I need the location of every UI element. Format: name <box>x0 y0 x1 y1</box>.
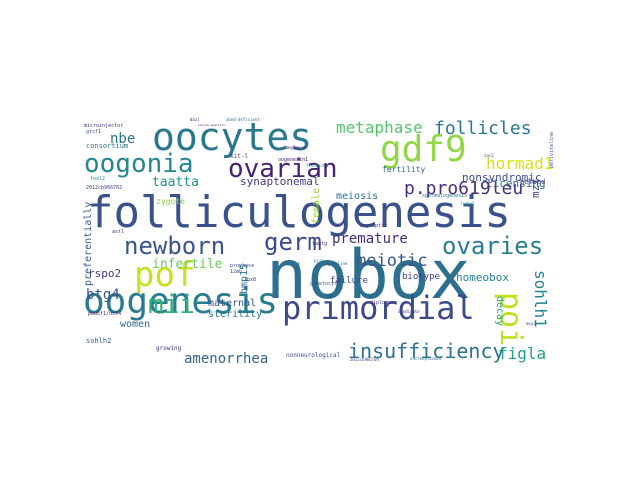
word-amenorrhea: amenorrhea <box>184 351 269 365</box>
word-sohlh2: sohlh2 <box>86 337 112 345</box>
word-premature: premature <box>332 231 408 247</box>
word-periviteline: periviteline <box>549 131 555 168</box>
word-2012cb966702: 2012cb966702 <box>86 185 123 191</box>
word-taatta: taatta <box>152 175 199 190</box>
word-sterility: sterility <box>208 309 263 320</box>
word-fertility: fertility <box>382 165 426 174</box>
word-oogenesis: oogenesis <box>83 281 279 322</box>
word-synaptonemal: synaptonemal <box>240 175 320 188</box>
word-germ: germ <box>264 228 322 256</box>
word-infertile: infertile <box>152 257 223 272</box>
word-nobox: nobox <box>266 236 471 315</box>
word-msy2: msy2 <box>526 321 536 326</box>
word-klf4: klf4 <box>314 259 324 264</box>
word-dazl: dazl <box>190 117 200 122</box>
word-women: women <box>120 319 151 330</box>
word-licensing: licensing <box>486 177 546 190</box>
word-ovaries: ovaries <box>442 232 544 260</box>
word-diplonema: diplonema <box>370 300 398 306</box>
word-germline: germline <box>328 261 348 266</box>
word-prophase: prophase <box>230 263 255 269</box>
word-nonsyndromic: nonsyndromic <box>462 171 542 184</box>
word-p.pro619leu: p.pro619leu <box>404 178 524 199</box>
word-12mb: 12mb <box>230 269 243 275</box>
word-decay: decay <box>494 296 505 327</box>
word-amylopod: amylopod <box>286 145 306 150</box>
word-primordial: primordial <box>282 289 475 327</box>
word-mii: mii <box>148 290 195 320</box>
word-astl: astl <box>112 229 125 235</box>
word-helped: helped <box>520 178 546 186</box>
word-lhx8: lhx8 <box>244 277 257 283</box>
word-growing: growing <box>156 345 182 352</box>
word-btg4: btg4 <box>86 287 120 303</box>
word-oocyte-specific: oocyte-specific <box>198 123 226 127</box>
word-gdf9: gdf9 <box>380 129 467 170</box>
word-oogonia: oogonia <box>84 149 194 179</box>
word-candidate: candidate <box>398 309 420 314</box>
word-female: female <box>311 187 322 224</box>
word-metaphase: metaphase <box>336 118 423 137</box>
word-fetub: fetub <box>288 261 301 266</box>
word-pou5f1-oct4: pou5f1/oct4 <box>88 311 122 317</box>
word-rspo2: rspo2 <box>88 267 122 280</box>
word-nbe: nbe <box>110 131 136 147</box>
word-zygote: zygote <box>156 197 185 206</box>
word-nonneurological: nonneurological <box>286 352 341 359</box>
word-asynaptic: asynaptic <box>360 223 388 229</box>
word-kit-l: kit-l <box>230 153 249 160</box>
word-consortium: consortium <box>86 142 129 150</box>
word-figla2: figla2 <box>460 201 475 206</box>
word-2012cb966704: 2012cb966704 <box>350 357 379 362</box>
word-tagtg: tagtg <box>312 241 328 247</box>
word-foxl2: foxl2 <box>90 176 106 182</box>
word-folliculogenesis: folliculogenesis <box>87 187 511 238</box>
word-gtsf1: gtsf1 <box>86 129 102 135</box>
word-microinjector: microinjector <box>84 123 124 129</box>
word-sohlh1: sohlh1 <box>531 270 550 328</box>
word-ovarian: ovarian <box>228 154 338 184</box>
word-feedback: feedback <box>306 163 326 168</box>
word-failure: failure <box>330 276 368 286</box>
word-newborn: newborn <box>124 232 226 260</box>
word-homeobox: homeobox <box>456 271 509 284</box>
word-meiosis: meiosis <box>336 191 379 202</box>
word-nucleoplasmin: nucleoplasmin <box>410 356 442 361</box>
word-abed-deficient: abed-deficient <box>226 117 260 122</box>
word-oogenesin1: oogenesin1 <box>278 157 309 163</box>
word-biotype: biotype <box>402 272 440 282</box>
word-zar2: zar2 <box>484 153 494 158</box>
word-oocytes: oocytes <box>152 116 313 159</box>
word-cloud: nobox folliculogenesis oocytes gdf9 ooge… <box>80 116 560 365</box>
word-gametocyte: gametocyte <box>310 281 341 287</box>
word-pof: pof <box>134 255 196 295</box>
word-hormad1: hormad1 <box>486 154 554 173</box>
word-figla: figla <box>498 344 547 363</box>
word-follicles: follicles <box>434 118 532 139</box>
word-maternal: maternal <box>208 298 257 309</box>
word-spermatogenesis: spermatogenesis <box>422 193 468 199</box>
word-insufficiency: insufficiency <box>348 339 505 363</box>
word-meiotic: meiotic <box>356 251 428 271</box>
